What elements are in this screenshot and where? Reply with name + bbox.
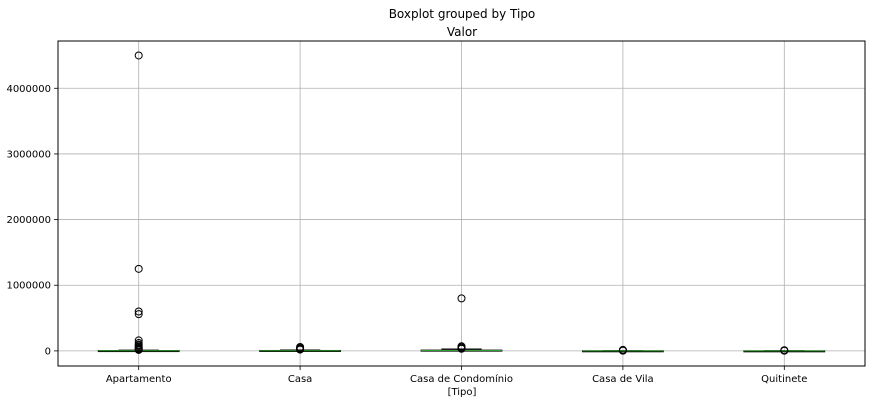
x-axis-ticks: Apartamento Casa Casa de Condomínio Casa de… <box>106 366 807 385</box>
x-tick-label: Apartamento <box>106 374 172 385</box>
grid-lines <box>58 41 865 366</box>
x-tick-label: Quitinete <box>761 374 807 385</box>
y-tick-label: 2000000 <box>6 215 51 226</box>
box-4 <box>743 346 826 355</box>
box-1 <box>259 342 341 354</box>
chart-suptitle: Boxplot grouped by Tipo <box>389 7 536 21</box>
y-axis-ticks: 0 1000000 2000000 3000000 4000000 <box>6 84 58 357</box>
outlier-point <box>134 307 143 316</box>
y-tick-label: 3000000 <box>6 149 51 160</box>
outlier-point <box>457 344 466 353</box>
outlier-point <box>134 51 143 60</box>
box-0 <box>97 51 180 354</box>
outlier-point <box>618 346 627 355</box>
x-tick-label: Casa de Vila <box>592 374 654 385</box>
outlier-point <box>134 264 143 273</box>
x-tick-label: Casa <box>288 374 312 385</box>
outlier-point <box>134 310 143 319</box>
box-2 <box>420 294 503 353</box>
y-tick-label: 4000000 <box>6 84 51 95</box>
chart-title: Valor <box>447 25 477 39</box>
outlier-point <box>780 346 789 355</box>
outlier-point <box>457 294 466 303</box>
box-series <box>97 51 826 355</box>
y-tick-label: 1000000 <box>6 281 51 292</box>
outlier-point <box>134 345 143 354</box>
box-3 <box>582 345 664 355</box>
x-axis-label: [Tipo] <box>448 387 477 398</box>
outlier-point <box>296 345 305 354</box>
x-tick-label: Casa de Condomínio <box>410 373 513 385</box>
y-tick-label: 0 <box>45 346 51 357</box>
